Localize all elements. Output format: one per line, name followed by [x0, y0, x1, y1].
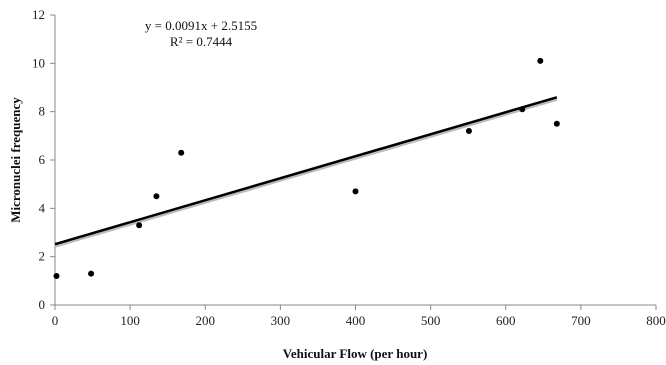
y-tick-label: 0	[39, 297, 46, 312]
y-tick-label: 8	[39, 104, 46, 119]
data-point	[88, 270, 95, 277]
trendline-layer	[54, 96, 558, 248]
x-tick-label: 0	[52, 313, 59, 328]
x-tick-label: 500	[421, 313, 441, 328]
x-tick-label: 800	[646, 313, 666, 328]
data-point	[53, 273, 60, 279]
data-point	[465, 128, 472, 134]
trendline	[54, 96, 558, 246]
r-squared-label: R² = 0.7444	[170, 34, 233, 49]
y-tick-label: 12	[32, 7, 45, 22]
data-point	[537, 57, 544, 64]
y-tick-label: 10	[32, 55, 45, 70]
y-tick-label: 6	[39, 152, 46, 167]
y-axis-title: Micronuclei frequency	[8, 97, 23, 223]
x-tick-label: 200	[196, 313, 216, 328]
data-point	[153, 193, 160, 200]
data-point	[553, 120, 560, 127]
data-point	[178, 149, 185, 156]
x-tick-label: 100	[120, 313, 140, 328]
data-point	[136, 222, 143, 229]
data-point	[352, 188, 359, 195]
trendline-shadow	[54, 97, 558, 248]
x-axis: 0 100 200 300 400 500 600 700 800	[52, 304, 666, 328]
x-tick-label: 700	[571, 313, 591, 328]
x-tick-label: 300	[271, 313, 291, 328]
y-tick-label: 4	[39, 200, 46, 215]
points-layer	[53, 57, 560, 279]
x-axis-title: Vehicular Flow (per hour)	[283, 346, 428, 361]
y-tick-label: 2	[39, 249, 46, 264]
trendline-equation: y = 0.0091x + 2.5155	[145, 18, 257, 33]
x-tick-label: 400	[346, 313, 366, 328]
y-axis: 0 2 4 6 8 10 12	[32, 7, 56, 312]
data-point	[519, 106, 526, 113]
x-tick-label: 600	[496, 313, 516, 328]
